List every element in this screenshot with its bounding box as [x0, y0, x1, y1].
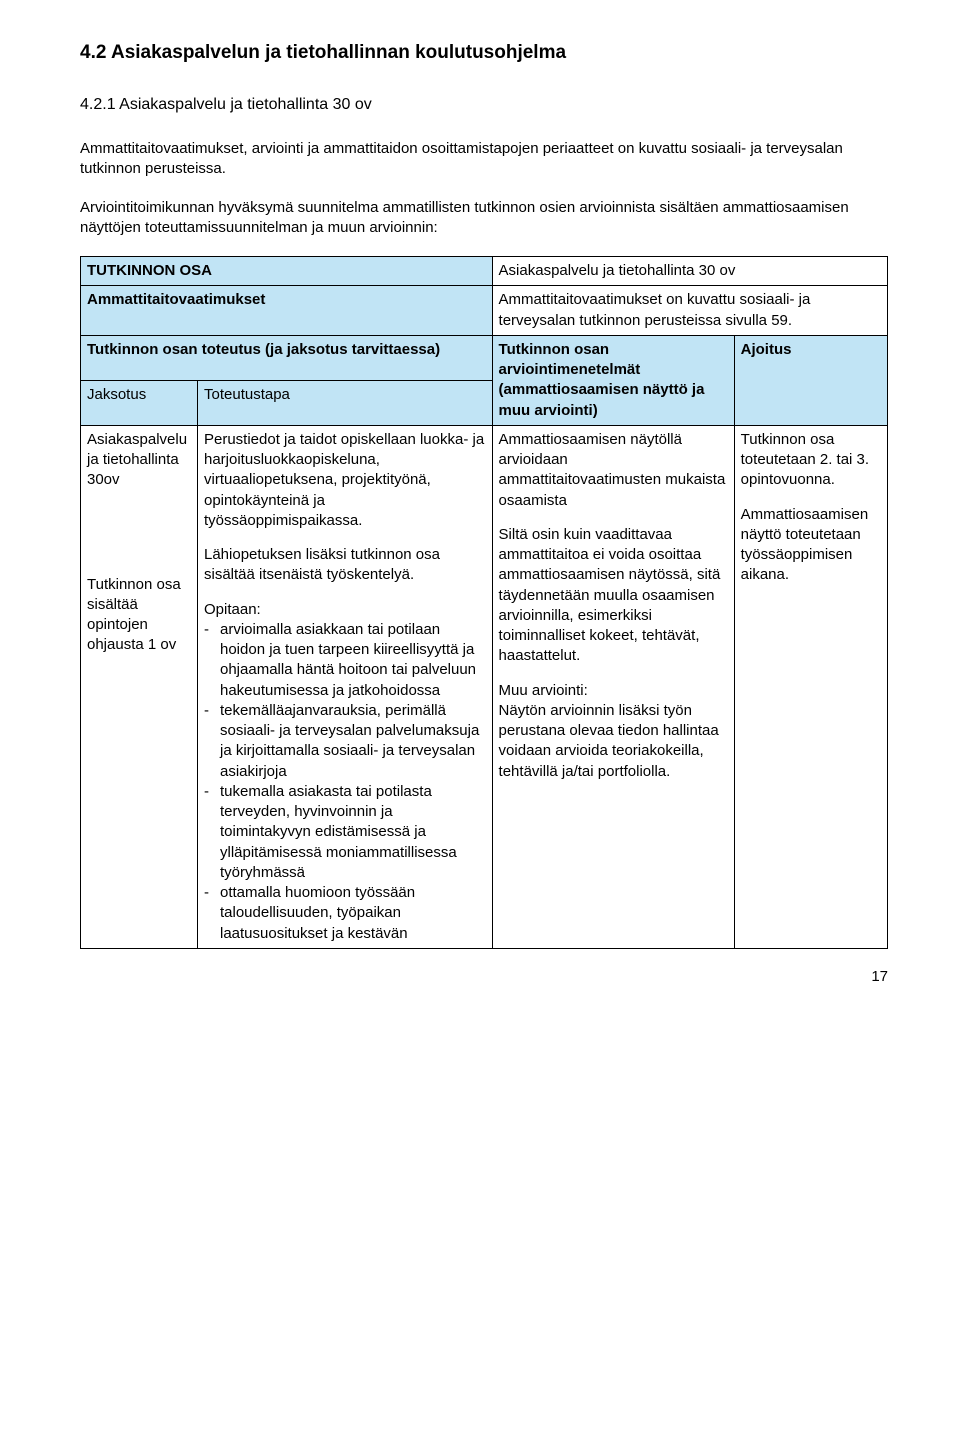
toteutus-list: arvioimalla asiakkaan tai potilaan hoido… — [204, 620, 486, 944]
toteutus-para-1: Perustiedot ja taidot opiskellaan luokka… — [204, 430, 486, 531]
jaksotus-text-2: Tutkinnon osa sisältää opintojen ohjaust… — [87, 575, 191, 656]
arviointi-para-3a: Muu arviointi: — [499, 681, 728, 701]
page-number: 17 — [80, 967, 888, 987]
list-item: tekemälläajanvarauksia, perimällä sosiaa… — [204, 701, 486, 782]
cell-tutkinnon-osa-value: Asiakaspalvelu ja tietohallinta 30 ov — [492, 257, 887, 286]
arviointi-para-3b: Näytön arvioinnin lisäksi työn perustana… — [499, 701, 728, 782]
cell-jaksotus-header: Jaksotus — [81, 380, 198, 425]
list-item: tukemalla asiakasta tai potilasta tervey… — [204, 782, 486, 883]
section-heading: 4.2 Asiakaspalvelun ja tietohallinnan ko… — [80, 40, 888, 66]
arviointi-para-1: Ammattiosaamisen näytöllä arvioidaan amm… — [499, 430, 728, 511]
cell-arviointi-header: Tutkinnon osan arviointimenetelmät (amma… — [492, 335, 734, 425]
cell-arviointi: Ammattiosaamisen näytöllä arvioidaan amm… — [492, 425, 734, 948]
jaksotus-text-1: Asiakaspalvelu ja tietohallinta 30ov — [87, 430, 191, 491]
cell-ammattitaito-value: Ammattitaitovaatimukset on kuvattu sosia… — [492, 286, 887, 336]
list-item: ottamalla huomioon työssään taloudellisu… — [204, 883, 486, 944]
list-item: arvioimalla asiakkaan tai potilaan hoido… — [204, 620, 486, 701]
arviointi-para-2: Siltä osin kuin vaadittavaa ammattitaito… — [499, 525, 728, 667]
cell-toteutustapa: Perustiedot ja taidot opiskellaan luokka… — [198, 425, 493, 948]
cell-jaksotus: Asiakaspalvelu ja tietohallinta 30ov Tut… — [81, 425, 198, 948]
table-row: Asiakaspalvelu ja tietohallinta 30ov Tut… — [81, 425, 888, 948]
cell-ammattitaito-label: Ammattitaitovaatimukset — [81, 286, 493, 336]
ajoitus-para-2: Ammattiosaamisen näyttö toteutetaan työs… — [741, 505, 881, 586]
table-row: TUTKINNON OSA Asiakaspalvelu ja tietohal… — [81, 257, 888, 286]
table-row: Tutkinnon osan toteutus (ja jaksotus tar… — [81, 335, 888, 380]
intro-paragraph-1: Ammattitaitovaatimukset, arviointi ja am… — [80, 139, 888, 180]
intro-paragraph-2: Arviointitoimikunnan hyväksymä suunnitel… — [80, 198, 888, 239]
ajoitus-para-1: Tutkinnon osa toteutetaan 2. tai 3. opin… — [741, 430, 881, 491]
toteutus-para-3: Opitaan: — [204, 600, 486, 620]
cell-tutkinnon-osa-label: TUTKINNON OSA — [81, 257, 493, 286]
cell-toteutus-header: Tutkinnon osan toteutus (ja jaksotus tar… — [81, 335, 493, 380]
subsection-heading: 4.2.1 Asiakaspalvelu ja tietohallinta 30… — [80, 94, 888, 116]
cell-toteutustapa-header: Toteutustapa — [198, 380, 493, 425]
cell-ajoitus-header: Ajoitus — [734, 335, 887, 425]
toteutus-para-2: Lähiopetuksen lisäksi tutkinnon osa sisä… — [204, 545, 486, 586]
curriculum-table: TUTKINNON OSA Asiakaspalvelu ja tietohal… — [80, 256, 888, 949]
cell-ajoitus: Tutkinnon osa toteutetaan 2. tai 3. opin… — [734, 425, 887, 948]
table-row: Ammattitaitovaatimukset Ammattitaitovaat… — [81, 286, 888, 336]
